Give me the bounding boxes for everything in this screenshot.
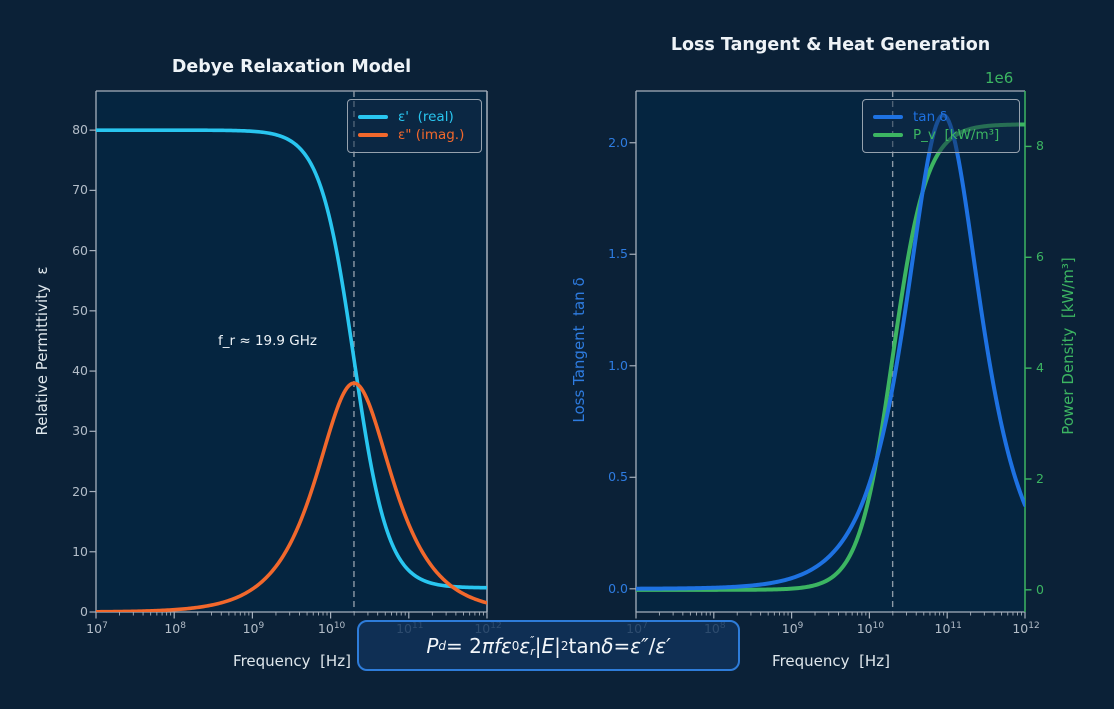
left-y-tick-label: 0 bbox=[80, 604, 88, 619]
right-plot-right-y-axis-label: Power Density [kW/m³] bbox=[1059, 257, 1077, 435]
right-plot-left-y-tick-label: 0.0 bbox=[608, 580, 628, 596]
left-y-tick-label: 80 bbox=[72, 122, 88, 138]
right-axis-offset-text: 1e6 bbox=[985, 69, 1014, 87]
formula-segment: ε bbox=[500, 633, 512, 658]
formula-segment: d bbox=[438, 638, 446, 653]
tan-delta-line-swatch bbox=[873, 115, 903, 119]
formula-segment: = bbox=[613, 633, 631, 658]
legend-label: tan δ bbox=[913, 109, 948, 125]
right-plot-title: Loss Tangent & Heat Generation bbox=[670, 35, 991, 55]
right-x-axis-label: Frequency [Hz] bbox=[772, 652, 890, 670]
legend-item-eps-real: ε' (real) bbox=[358, 108, 471, 126]
formula-segment: tan bbox=[568, 633, 602, 658]
right-plot-left-y-axis-label: Loss Tangent tan δ bbox=[570, 277, 588, 423]
formula-segment: / bbox=[648, 633, 656, 658]
left-plot-area bbox=[96, 91, 487, 612]
left-y-tick-label: 50 bbox=[72, 302, 88, 318]
right-x-tick-label: 1010 bbox=[856, 621, 885, 637]
left-plot-title: Debye Relaxation Model bbox=[171, 57, 412, 77]
formula-segment: ε bbox=[519, 633, 531, 658]
right-x-tick-label: 109 bbox=[781, 621, 804, 637]
formula-segment: ε′ bbox=[655, 633, 671, 658]
tan-delta-curve bbox=[636, 113, 1025, 591]
legend-item-eps-imag: ε" (imag.) bbox=[358, 126, 471, 144]
left-y-tick-label: 70 bbox=[72, 182, 88, 198]
left-y-axis-label: Relative Permittivity ε bbox=[33, 266, 51, 436]
formula-segment: πf bbox=[481, 633, 501, 658]
right-plot-left-y-tick-label: 1.0 bbox=[608, 357, 628, 373]
left-plot-legend: ε' (real) ε" (imag.) bbox=[347, 99, 482, 153]
formula-segment: ″ r bbox=[530, 633, 535, 658]
right-plot-right-y-tick-label: 6 bbox=[1036, 249, 1044, 265]
right-plot-left-y-tick-label: 2.0 bbox=[608, 134, 628, 150]
legend-item-power-density: P_v [kW/m³] bbox=[873, 126, 1009, 144]
left-x-tick-label: 109 bbox=[242, 621, 265, 637]
legend-label: ε" (imag.) bbox=[398, 127, 465, 143]
eps-imag-curve bbox=[96, 381, 487, 612]
right-plot-right-y-tick-label: 4 bbox=[1036, 360, 1044, 376]
formula-segment: 0 bbox=[511, 638, 520, 653]
left-y-tick-label: 40 bbox=[72, 363, 88, 379]
legend-label: ε' (real) bbox=[398, 109, 454, 125]
right-plot-left-y-tick-label: 1.5 bbox=[608, 246, 628, 262]
left-x-tick-label: 107 bbox=[86, 621, 108, 637]
formula-segment: 2 bbox=[560, 638, 569, 653]
right-x-tick-label: 1012 bbox=[1012, 621, 1040, 637]
formula-segment: δ bbox=[601, 633, 614, 658]
legend-item-tan-delta: tan δ bbox=[873, 108, 1009, 126]
formula-segment: P bbox=[426, 633, 439, 658]
right-plot-legend: tan δ P_v [kW/m³] bbox=[862, 99, 1020, 153]
right-x-tick-label: 1011 bbox=[934, 621, 962, 637]
right-plot-right-y-tick-label: 0 bbox=[1036, 581, 1044, 597]
left-x-axis-label: Frequency [Hz] bbox=[233, 652, 351, 670]
right-plot-right-y-tick-label: 2 bbox=[1036, 470, 1044, 486]
left-x-tick-label: 1010 bbox=[317, 621, 346, 637]
left-y-tick-label: 30 bbox=[72, 423, 88, 439]
left-x-tick-label: 108 bbox=[164, 621, 186, 637]
eps-real-line-swatch bbox=[358, 115, 388, 119]
eps-imag-line-swatch bbox=[358, 133, 388, 137]
right-plot-area bbox=[636, 91, 1025, 612]
right-plot-left-y-tick-label: 0.5 bbox=[608, 469, 628, 485]
left-y-tick-label: 60 bbox=[72, 242, 88, 258]
left-y-tick-label: 10 bbox=[72, 543, 88, 559]
relaxation-frequency-annotation: f_r ≈ 19.9 GHz bbox=[218, 333, 317, 349]
formula-segment: |E| bbox=[534, 633, 561, 658]
eps-real-curve bbox=[96, 128, 487, 590]
formula-segment: ε″ bbox=[630, 633, 649, 658]
legend-label: P_v [kW/m³] bbox=[913, 127, 1000, 143]
formula-segment: = 2 bbox=[446, 633, 482, 658]
right-plot-right-y-tick-label: 8 bbox=[1036, 138, 1044, 154]
left-y-tick-label: 20 bbox=[72, 483, 88, 499]
power-density-line-swatch bbox=[873, 133, 903, 137]
